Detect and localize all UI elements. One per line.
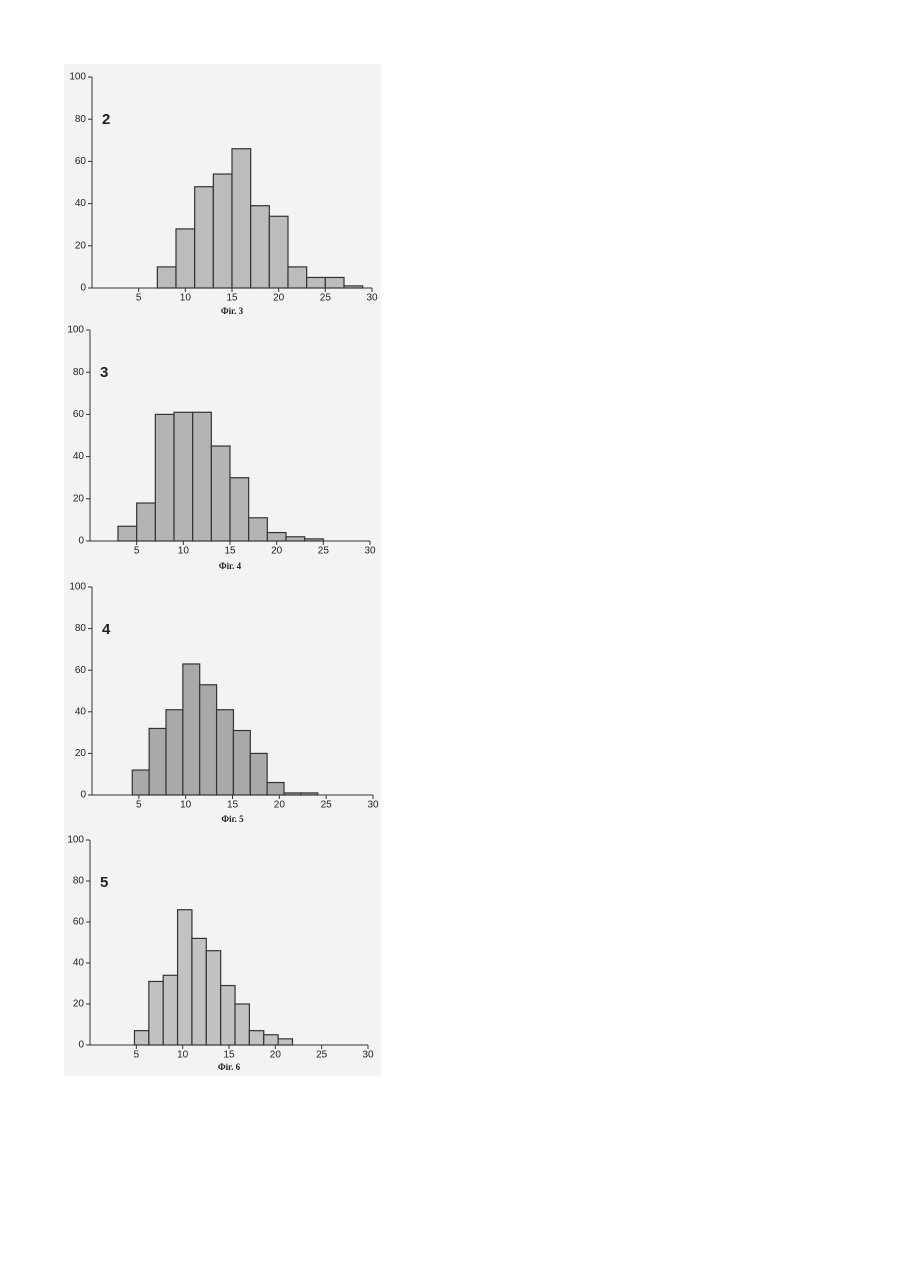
- x-tick-label: 25: [320, 293, 332, 304]
- histogram-bar: [157, 267, 176, 288]
- histogram-bar: [286, 537, 305, 541]
- y-tick-label: 60: [73, 409, 85, 420]
- y-tick-label: 20: [73, 493, 85, 504]
- histogram-bar: [213, 174, 232, 288]
- y-tick-label: 40: [75, 706, 87, 717]
- x-tick-label: 15: [227, 800, 239, 811]
- histogram-bar: [183, 664, 200, 795]
- y-tick-label: 40: [73, 958, 85, 969]
- histogram-bar: [325, 277, 344, 288]
- x-tick-label: 10: [180, 293, 192, 304]
- y-tick-label: 60: [73, 917, 85, 928]
- y-tick-label: 100: [67, 835, 84, 846]
- histogram-bar: [149, 981, 163, 1045]
- x-tick-label: 5: [136, 293, 142, 304]
- figure-caption: Фіг. 4: [219, 561, 242, 571]
- histogram-bar: [195, 187, 214, 288]
- histogram-bar: [269, 216, 288, 288]
- figure-sheet: 020406080100510152025302Фіг. 30204060801…: [0, 0, 901, 1273]
- histogram-bar: [163, 975, 177, 1045]
- panel-label: 4: [102, 621, 111, 638]
- histogram-bar: [230, 478, 249, 541]
- histogram-bar: [235, 1004, 249, 1045]
- histogram-bar: [264, 1035, 278, 1045]
- x-tick-label: 10: [178, 546, 190, 557]
- page: 020406080100510152025302Фіг. 30204060801…: [0, 0, 901, 1273]
- figure-caption: Фіг. 5: [221, 814, 244, 824]
- histogram-bar: [217, 710, 234, 795]
- y-tick-label: 20: [75, 748, 87, 759]
- histogram-bar: [132, 770, 149, 795]
- histogram-bar: [206, 951, 220, 1045]
- histogram-bar: [249, 1031, 263, 1045]
- y-tick-label: 80: [75, 623, 87, 634]
- histogram-bar: [233, 731, 250, 795]
- histogram-bar: [192, 938, 206, 1045]
- histogram-bar: [250, 753, 267, 795]
- histogram-bar: [211, 446, 230, 541]
- y-tick-label: 0: [80, 790, 86, 801]
- y-tick-label: 40: [75, 198, 87, 209]
- histogram-bar: [307, 277, 326, 288]
- x-tick-label: 30: [366, 293, 378, 304]
- histogram-bar: [178, 910, 192, 1045]
- x-tick-label: 5: [134, 1050, 140, 1061]
- y-tick-label: 0: [78, 536, 84, 547]
- x-tick-label: 20: [270, 1050, 282, 1061]
- histogram-bar: [137, 503, 156, 541]
- x-tick-label: 30: [364, 546, 376, 557]
- histogram-bar: [267, 533, 286, 541]
- histogram-bar: [176, 229, 195, 288]
- y-tick-label: 80: [73, 876, 85, 887]
- x-tick-label: 10: [177, 1050, 189, 1061]
- histogram-bar: [288, 267, 307, 288]
- panel-label: 5: [100, 874, 108, 891]
- x-tick-label: 5: [136, 800, 142, 811]
- panel-label: 2: [102, 111, 110, 128]
- histogram-bar: [174, 412, 193, 541]
- y-tick-label: 100: [69, 72, 86, 83]
- x-tick-label: 15: [223, 1050, 235, 1061]
- y-tick-label: 20: [73, 999, 85, 1010]
- histogram-bar: [232, 149, 251, 288]
- histogram-bar: [278, 1039, 292, 1045]
- x-tick-label: 25: [316, 1050, 328, 1061]
- histogram-bar: [251, 206, 270, 288]
- y-tick-label: 20: [75, 240, 87, 251]
- figure-caption: Фіг. 3: [221, 306, 244, 316]
- x-tick-label: 25: [318, 546, 330, 557]
- y-tick-label: 60: [75, 156, 87, 167]
- histogram-bar: [155, 414, 174, 541]
- y-tick-label: 80: [75, 114, 87, 125]
- histogram-bar: [166, 710, 183, 795]
- x-tick-label: 20: [273, 293, 285, 304]
- histogram-bar: [200, 685, 217, 795]
- x-tick-label: 15: [224, 546, 236, 557]
- histogram-bar: [118, 526, 137, 541]
- figure-caption: Фіг. 6: [218, 1062, 241, 1072]
- y-tick-label: 100: [69, 582, 86, 593]
- x-tick-label: 20: [271, 546, 283, 557]
- y-tick-label: 0: [78, 1040, 84, 1051]
- histogram-bar: [193, 412, 212, 541]
- y-tick-label: 100: [67, 325, 84, 336]
- histogram-bar: [149, 728, 166, 795]
- histogram-bar: [134, 1031, 148, 1045]
- x-tick-label: 5: [134, 546, 140, 557]
- x-tick-label: 10: [180, 800, 192, 811]
- y-tick-label: 40: [73, 451, 85, 462]
- x-tick-label: 20: [274, 800, 286, 811]
- y-tick-label: 80: [73, 367, 85, 378]
- x-tick-label: 30: [367, 800, 379, 811]
- y-tick-label: 0: [80, 283, 86, 294]
- histogram-bar: [249, 518, 268, 541]
- panel-label: 3: [100, 364, 108, 381]
- x-tick-label: 30: [362, 1050, 374, 1061]
- y-tick-label: 60: [75, 665, 87, 676]
- histogram-bar: [221, 986, 235, 1045]
- x-tick-label: 25: [321, 800, 333, 811]
- x-tick-label: 15: [226, 293, 238, 304]
- histogram-bar: [267, 783, 284, 795]
